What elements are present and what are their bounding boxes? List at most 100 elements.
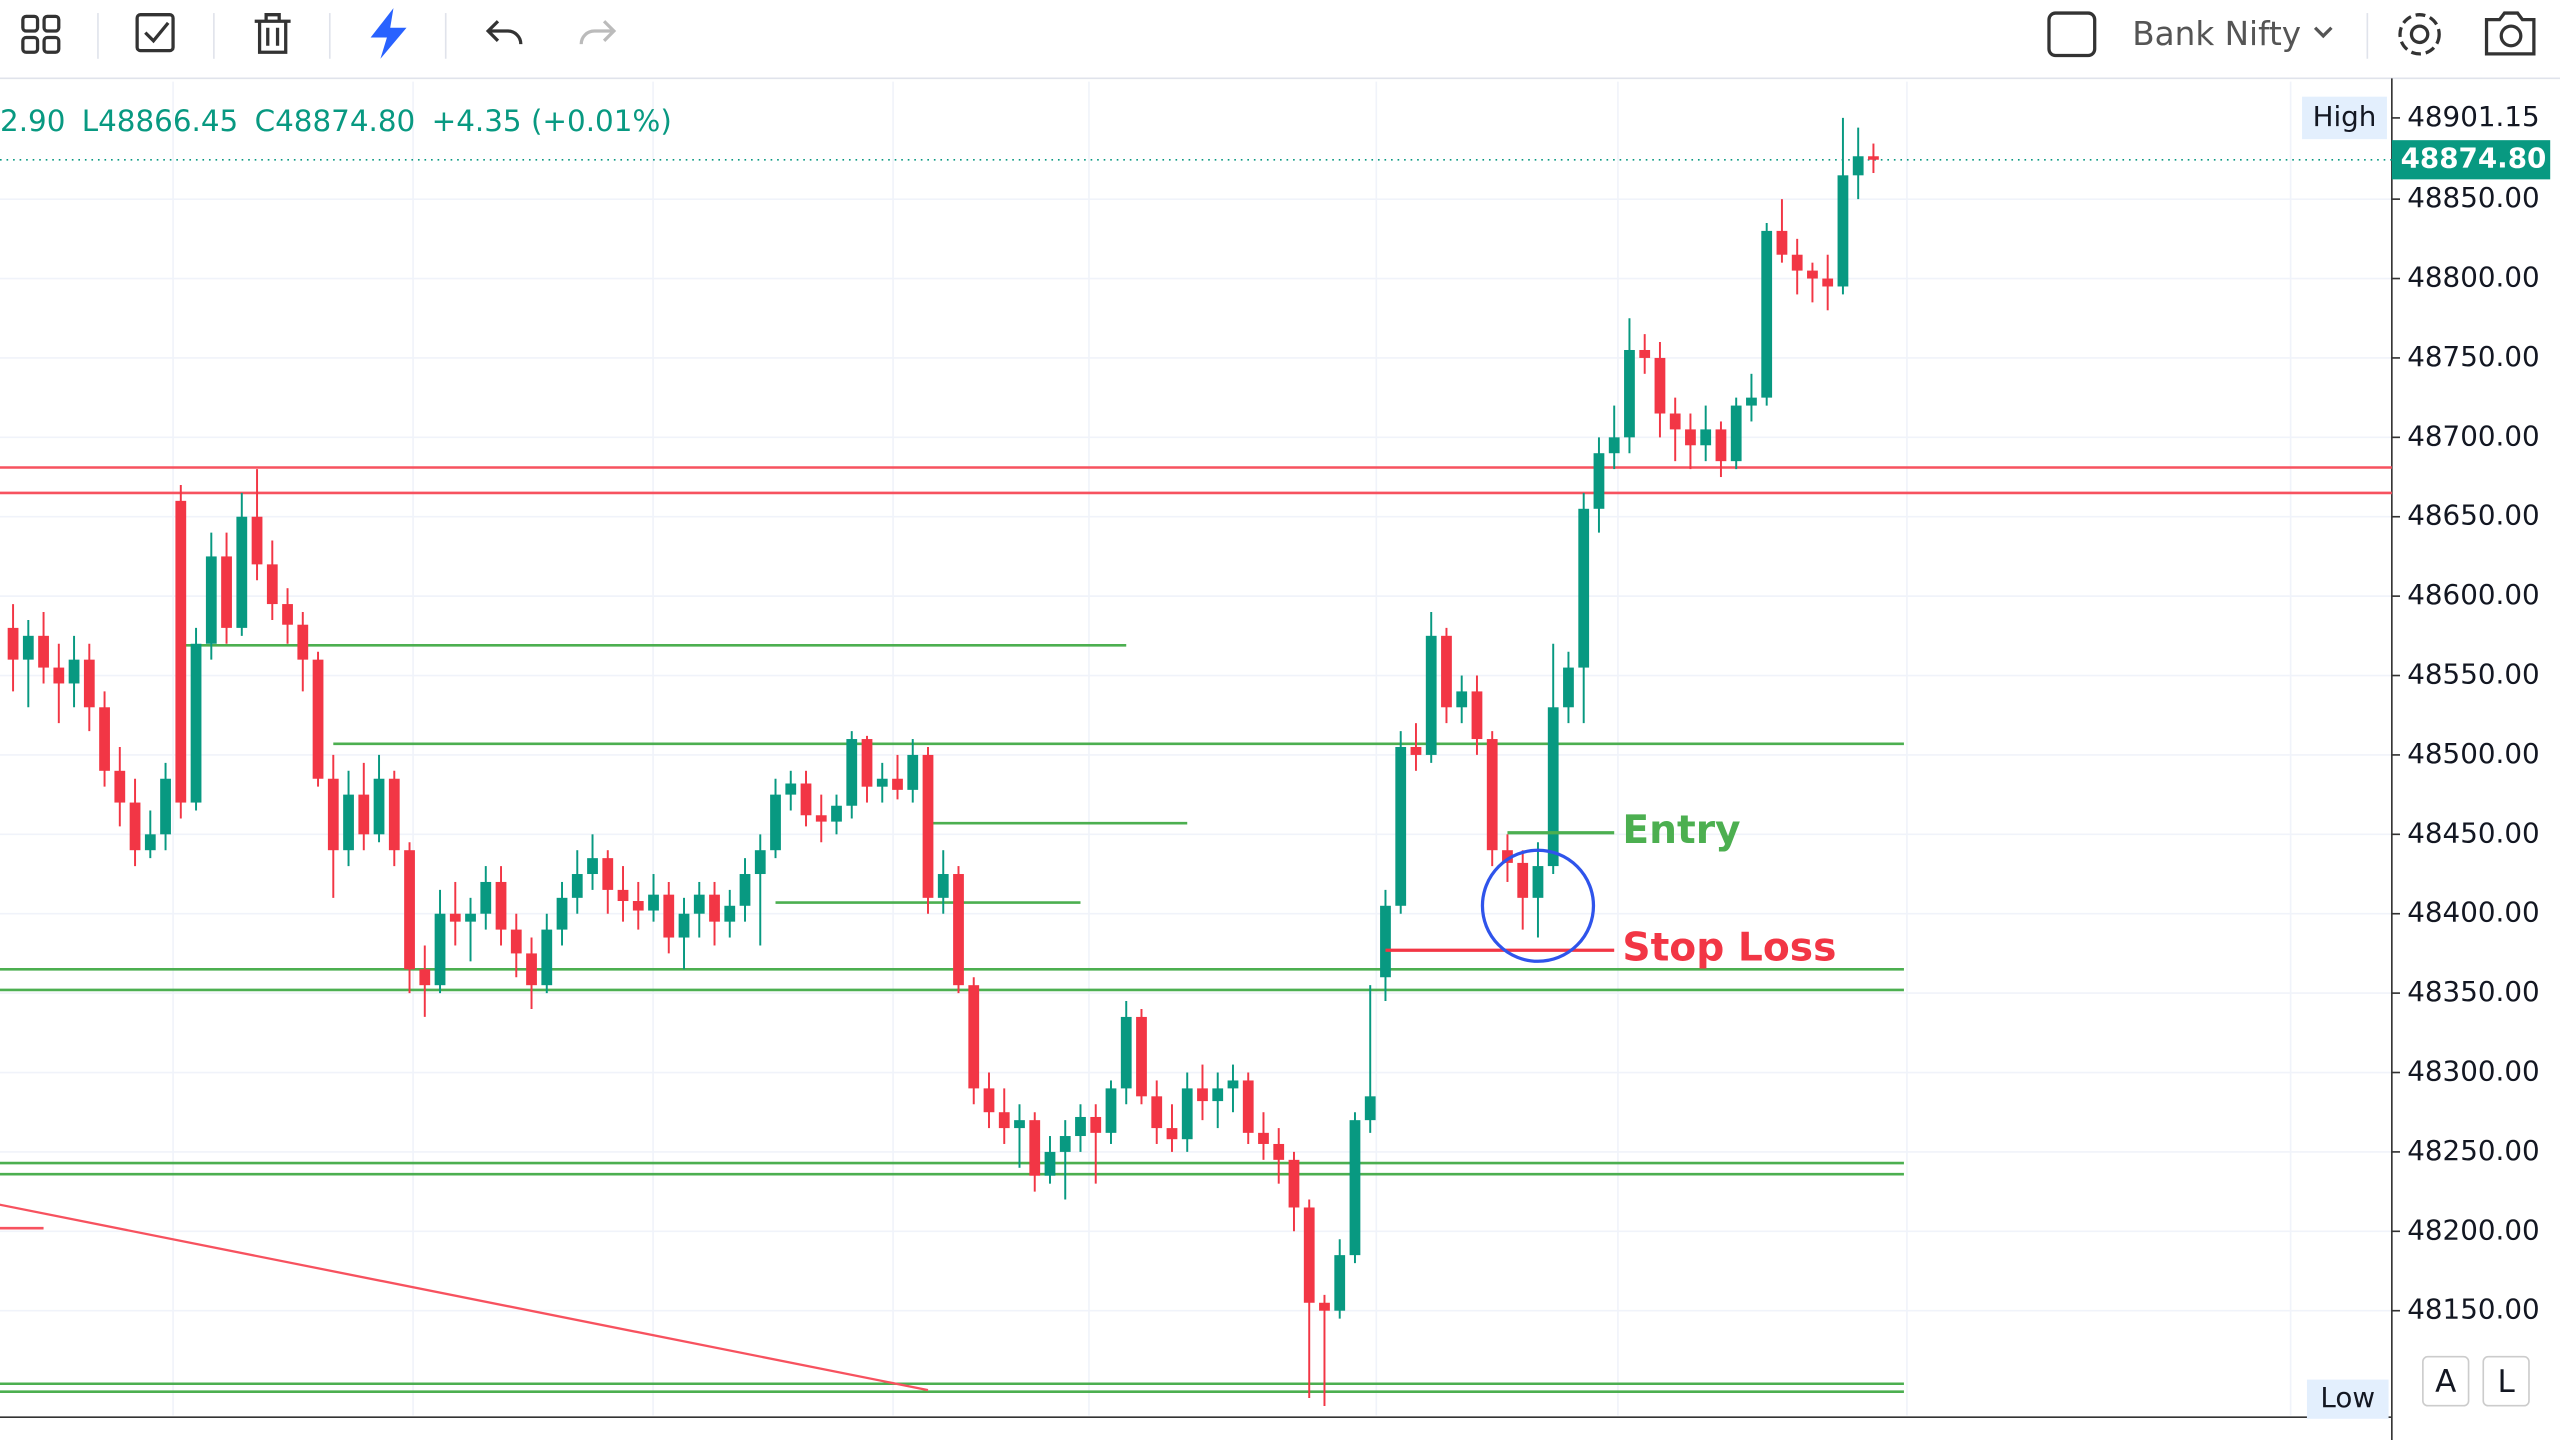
candle-body xyxy=(1334,1255,1346,1311)
candle-body xyxy=(1517,862,1529,898)
candle-body xyxy=(480,881,492,914)
candle-body xyxy=(1395,746,1407,906)
candle-body xyxy=(99,707,110,771)
candle-body xyxy=(1212,1088,1224,1102)
candle-body xyxy=(785,783,797,795)
candle-body xyxy=(739,874,751,906)
candle-body xyxy=(388,778,400,851)
camera-button[interactable] xyxy=(2484,11,2536,56)
candle-body xyxy=(1852,156,1864,176)
scale-button-label[interactable]: L xyxy=(2497,1364,2515,1400)
checkbox[interactable] xyxy=(2047,11,2097,58)
candle-body xyxy=(419,969,431,986)
candle-body xyxy=(587,858,598,875)
candle-body xyxy=(1685,429,1696,446)
symbol-dropdown[interactable] xyxy=(2313,26,2333,39)
candle-body xyxy=(510,929,522,954)
candle-body xyxy=(663,894,675,938)
candle-body xyxy=(1624,349,1635,438)
candle-body xyxy=(1822,278,1834,287)
candle-body xyxy=(709,894,720,922)
y-tick-label: 48650.00 xyxy=(2407,499,2539,532)
candle-body xyxy=(1288,1159,1300,1208)
redo-button[interactable] xyxy=(579,20,617,45)
candle-body xyxy=(1090,1116,1102,1133)
y-tick-label: 48700.00 xyxy=(2407,419,2539,452)
scale-button-label[interactable]: A xyxy=(2435,1364,2456,1400)
candle-body xyxy=(1105,1088,1117,1133)
candle-body xyxy=(632,901,644,911)
candle-body xyxy=(846,739,858,806)
candle-body xyxy=(129,802,141,851)
candle-body xyxy=(953,874,964,986)
candle-body xyxy=(1303,1207,1315,1303)
plot-area xyxy=(0,81,2392,1416)
candle-body xyxy=(1441,635,1452,708)
candle-body xyxy=(1120,1016,1132,1089)
candle-body xyxy=(1014,1120,1025,1129)
delete-button[interactable] xyxy=(254,13,291,54)
candle-body xyxy=(236,516,248,628)
scale-button[interactable] xyxy=(2482,1355,2530,1407)
scale-button[interactable] xyxy=(2422,1355,2470,1407)
candle-body xyxy=(1639,349,1651,358)
last-price-label: 48874.80 xyxy=(2401,142,2547,175)
candle-body xyxy=(1197,1088,1208,1102)
candle-body xyxy=(449,913,461,922)
candle-body xyxy=(1563,667,1574,708)
y-tick-label: 48550.00 xyxy=(2407,658,2539,691)
candle-body xyxy=(1578,508,1590,668)
candle-body xyxy=(1669,413,1681,430)
candle-body xyxy=(327,778,339,851)
y-tick-label: 48300.00 xyxy=(2407,1055,2539,1088)
candle-body xyxy=(1242,1080,1254,1133)
layout-button[interactable] xyxy=(21,14,61,54)
symbol[interactable]: Bank Nifty xyxy=(2132,15,2301,53)
candle-body xyxy=(1029,1120,1041,1176)
y-tick-label: 48850.00 xyxy=(2407,181,2539,214)
candle-body xyxy=(1776,230,1788,255)
candle-body xyxy=(922,754,934,898)
candle-body xyxy=(693,894,705,914)
candle-body xyxy=(724,905,736,922)
candle-body xyxy=(648,894,659,911)
candle-body xyxy=(968,985,980,1089)
candle-body xyxy=(1044,1151,1056,1176)
candle-body xyxy=(1502,850,1513,863)
candle-body xyxy=(526,953,537,986)
candle-body xyxy=(1730,405,1742,462)
candle-body xyxy=(892,778,903,790)
check-button[interactable] xyxy=(135,13,175,53)
candle-body xyxy=(343,794,354,851)
candle-body xyxy=(1791,254,1803,271)
candle-body xyxy=(754,850,766,875)
y-tick-label: 48350.00 xyxy=(2407,975,2539,1008)
candle-body xyxy=(1608,437,1620,454)
y-tick-label: 48200.00 xyxy=(2407,1213,2539,1246)
candle-body xyxy=(1547,707,1559,867)
candle-body xyxy=(770,794,781,851)
highlight-circle xyxy=(1480,848,1596,963)
undo-button[interactable] xyxy=(485,20,523,45)
settings-button[interactable] xyxy=(2398,13,2441,56)
candle-body xyxy=(144,834,156,851)
candle-body xyxy=(358,794,370,835)
ohlc-value: L48866.45 xyxy=(82,104,239,138)
lightning-button[interactable] xyxy=(370,8,407,59)
candle-body xyxy=(1456,691,1468,708)
candle-body xyxy=(571,874,583,898)
candle-body xyxy=(1136,1016,1147,1097)
candle-body xyxy=(190,643,202,803)
candle-body xyxy=(556,897,568,930)
candle-body xyxy=(1807,270,1818,279)
candle-body xyxy=(297,624,309,660)
candle-body xyxy=(1486,739,1498,851)
candle-body xyxy=(1059,1136,1071,1152)
candle-body xyxy=(1837,175,1849,287)
candle-body xyxy=(160,778,171,835)
candle-body xyxy=(7,627,19,660)
y-tick-label: 48150.00 xyxy=(2407,1293,2539,1326)
toolbar: Bank Nifty xyxy=(0,0,2560,80)
high-label-bg xyxy=(2302,96,2387,140)
candle-body xyxy=(1593,453,1605,509)
